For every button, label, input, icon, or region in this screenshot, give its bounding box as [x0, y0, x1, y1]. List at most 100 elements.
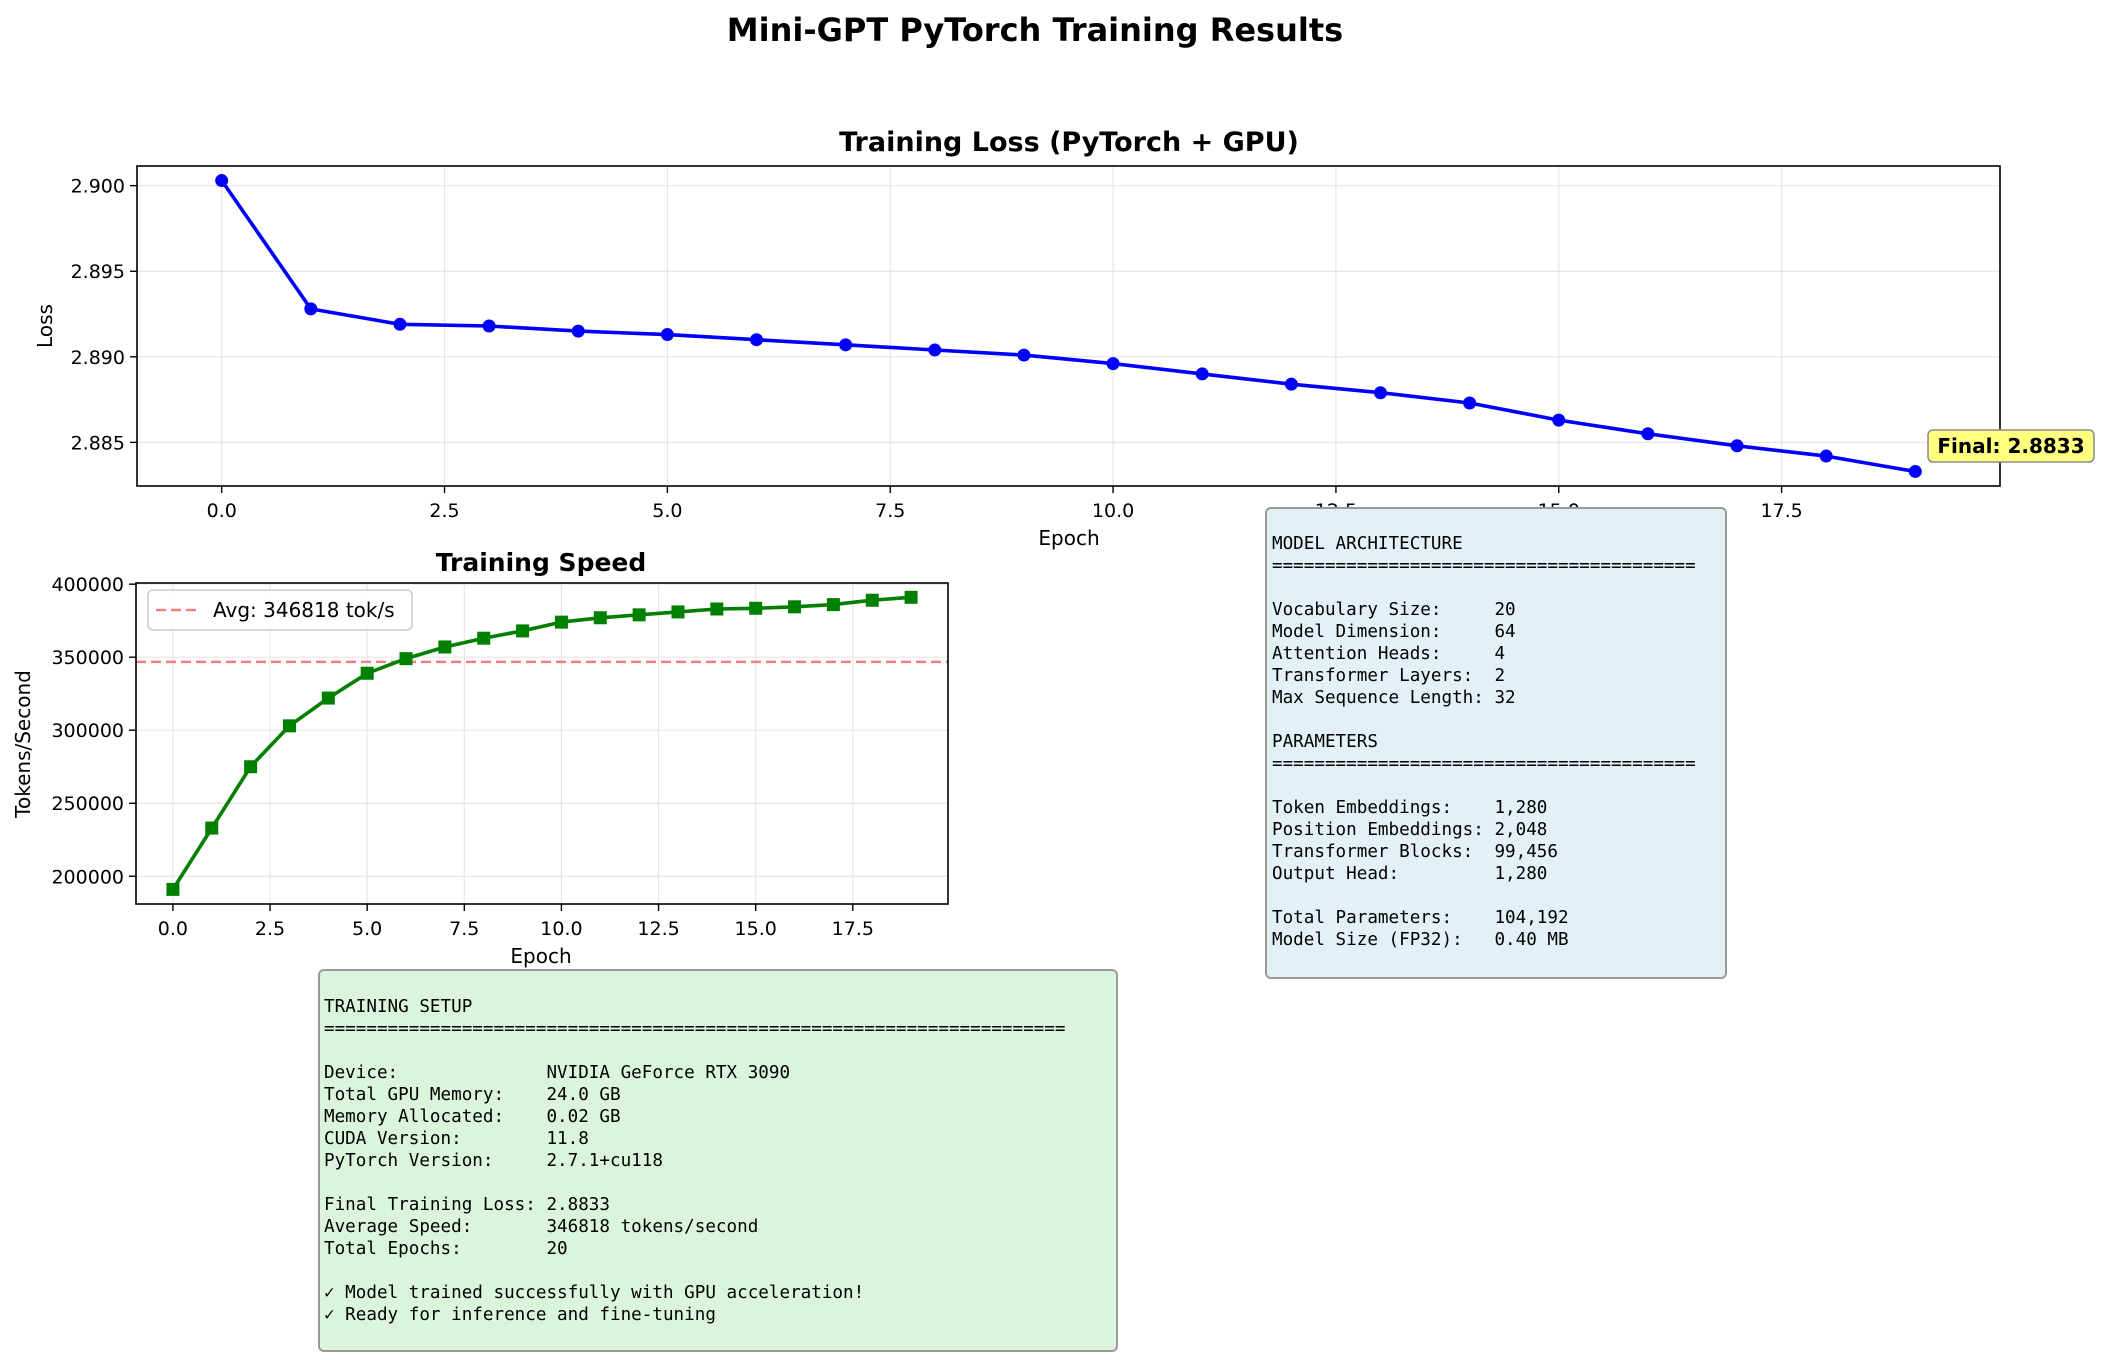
box-line: Vocabulary Size: 20	[1272, 600, 1516, 620]
loss-data-point	[839, 338, 853, 352]
box-line: Position Embeddings: 2,048	[1272, 820, 1548, 840]
box-line: Memory Allocated: 0.02 GB	[324, 1107, 621, 1127]
speed-data-point	[671, 605, 685, 619]
loss-data-point	[1373, 386, 1387, 400]
box-line: Attention Heads: 4	[1272, 644, 1506, 664]
box-line: Total Epochs: 20	[324, 1239, 568, 1259]
loss-x-axis-label: Epoch	[1038, 526, 1099, 550]
box-line: ✓ Model trained successfully with GPU ac…	[324, 1283, 865, 1303]
box-line: Average Speed: 346818 tokens/second	[324, 1217, 759, 1237]
box-line: Model Dimension: 64	[1272, 622, 1516, 642]
y-tick-label: 350000	[51, 647, 124, 669]
loss-data-point	[1730, 439, 1744, 453]
loss-data-point	[928, 343, 942, 357]
speed-data-point	[166, 882, 180, 896]
x-tick-label: 12.5	[637, 918, 679, 940]
speed-data-point	[826, 598, 840, 612]
loss-data-point	[1641, 427, 1655, 441]
box-line	[1272, 709, 1725, 731]
box-line: ✓ Ready for inference and fine-tuning	[324, 1305, 716, 1325]
y-tick-label: 2.900	[71, 176, 125, 198]
speed-data-point	[593, 611, 607, 625]
loss-data-point	[393, 317, 407, 331]
loss-data-point	[482, 319, 496, 333]
speed-y-axis-label: Tokens/Second	[11, 670, 35, 819]
x-tick-label: 2.5	[429, 500, 459, 522]
x-tick-label: 10.0	[1092, 500, 1134, 522]
speed-data-point	[904, 590, 918, 604]
x-tick-label: 7.5	[449, 918, 479, 940]
box-line: CUDA Version: 11.8	[324, 1129, 589, 1149]
speed-series-line	[171, 595, 912, 891]
box-line	[1272, 775, 1725, 797]
y-tick-label: 2.885	[71, 432, 125, 454]
loss-chart: Training Loss (PyTorch + GPU) 0.0 2.5 5.0 7…	[33, 127, 2095, 550]
speed-grid	[136, 583, 948, 904]
x-tick-label: 2.5	[255, 918, 285, 940]
loss-data-point	[1284, 377, 1298, 391]
y-tick-label: 2.890	[71, 347, 125, 369]
loss-data-point	[571, 324, 585, 338]
speed-data-point	[710, 602, 724, 616]
speed-data-point	[865, 593, 879, 607]
box-line: Transformer Blocks: 99,456	[1272, 842, 1558, 862]
box-line: Total GPU Memory: 24.0 GB	[324, 1085, 621, 1105]
box-line: MODEL ARCHITECTURE	[1272, 534, 1463, 554]
y-tick-label: 250000	[51, 793, 124, 815]
x-tick-label: 17.5	[832, 918, 874, 940]
loss-lines	[220, 179, 1916, 474]
x-tick-label: 0.0	[207, 500, 237, 522]
speed-x-axis-label: Epoch	[510, 944, 571, 968]
box-line: ========================================…	[324, 1019, 1066, 1039]
speed-data-point	[554, 615, 568, 629]
x-tick-label: 5.0	[352, 918, 382, 940]
y-tick-label: 300000	[51, 720, 124, 742]
box-line: TRAINING SETUP	[324, 997, 473, 1017]
box-line: Token Embeddings: 1,280	[1272, 798, 1548, 818]
speed-data-point	[282, 719, 296, 733]
final-loss-label: Final: 2.8833	[1937, 434, 2084, 458]
y-tick-label: 200000	[51, 866, 124, 888]
x-tick-label: 0.0	[158, 918, 188, 940]
loss-data-point	[1017, 348, 1031, 362]
loss-y-axis-label: Loss	[33, 304, 57, 348]
loss-data-point	[1552, 413, 1566, 427]
loss-data-point	[1463, 396, 1477, 410]
y-tick-label: 400000	[51, 574, 124, 596]
box-line	[1272, 885, 1725, 907]
speed-data-point	[516, 624, 530, 638]
loss-series-line	[220, 179, 1916, 474]
x-tick-label: 15.0	[735, 918, 777, 940]
training-setup-box: TRAINING SETUP ==========================…	[318, 969, 1118, 1352]
final-loss-badge	[1927, 429, 2095, 463]
box-line	[324, 1040, 1116, 1062]
loss-grid	[137, 166, 2000, 486]
box-line: Total Parameters: 104,192	[1272, 908, 1569, 928]
speed-data-point	[632, 608, 646, 622]
loss-data-point	[1819, 449, 1833, 463]
figure-title: Mini-GPT PyTorch Training Results	[727, 11, 1343, 49]
loss-chart-title: Training Loss (PyTorch + GPU)	[839, 127, 1299, 158]
speed-points	[166, 590, 918, 896]
speed-data-point	[399, 652, 413, 666]
x-tick-label: 7.5	[875, 500, 905, 522]
loss-plot-frame	[136, 165, 2001, 487]
speed-legend: Avg: 346818 tok/s	[147, 589, 413, 631]
box-line: PARAMETERS	[1272, 732, 1378, 752]
speed-chart: Training Speed 0.0 2.5 5.0 7.5 10.0 12.5 15.0 1…	[11, 548, 949, 968]
box-line	[1272, 577, 1725, 599]
box-line: Max Sequence Length: 32	[1272, 688, 1516, 708]
speed-data-point	[360, 666, 374, 680]
loss-y-ticks: 2.885 2.890 2.895 2.900	[71, 176, 137, 454]
speed-y-ticks: 200000 250000 300000 350000 400000	[51, 574, 136, 888]
speed-data-point	[205, 821, 219, 835]
loss-points	[215, 174, 1922, 478]
x-tick-label: 10.0	[540, 918, 582, 940]
speed-x-ticks: 0.0 2.5 5.0 7.5 10.0 12.5 15.0 17.5	[158, 904, 874, 940]
box-line: Transformer Layers: 2	[1272, 666, 1506, 686]
loss-data-point	[304, 302, 318, 316]
speed-data-point	[244, 760, 258, 774]
y-tick-label: 2.895	[71, 261, 125, 283]
speed-data-point	[321, 691, 335, 705]
